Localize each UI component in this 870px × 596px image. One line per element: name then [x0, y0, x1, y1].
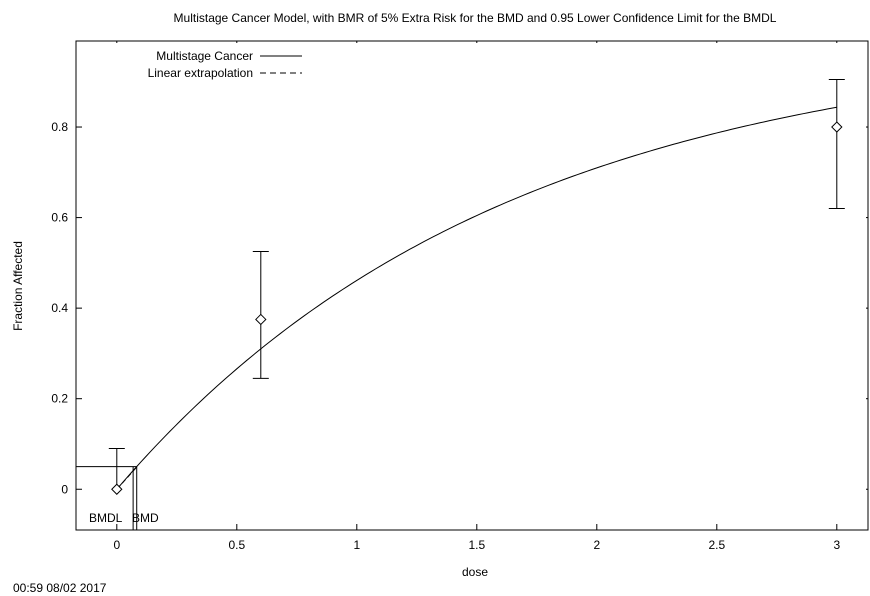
- data-point: [111, 483, 123, 495]
- timestamp: 00:59 08/02 2017: [13, 581, 107, 595]
- bmdl-label: BMDL: [89, 511, 123, 525]
- chart-title: Multistage Cancer Model, with BMR of 5% …: [174, 11, 777, 25]
- bmd-label: BMD: [132, 511, 159, 525]
- x-axis-label: dose: [462, 565, 488, 579]
- plot-frame: [75, 40, 869, 531]
- series-line-multistage-cancer: [116, 106, 837, 490]
- plot-layer: [76, 78, 845, 530]
- x-tick-label: 1: [353, 538, 360, 552]
- legend-label-multistage: Multistage Cancer: [156, 49, 253, 63]
- y-axis-ticks: 0 0.2 0.4 0.6 0.8: [51, 120, 868, 496]
- x-tick-label: 2.5: [708, 538, 725, 552]
- legend: Multistage Cancer Linear extrapolation: [148, 49, 302, 80]
- data-point: [831, 121, 843, 133]
- y-tick-label: 0.2: [51, 392, 68, 406]
- y-tick-label: 0.4: [51, 301, 68, 315]
- x-axis-ticks: 0 0.5 1 1.5 2 2.5 3: [113, 41, 840, 552]
- x-tick-label: 2: [593, 538, 600, 552]
- y-tick-label: 0: [61, 482, 68, 496]
- y-tick-label: 0.6: [51, 211, 68, 225]
- series-line-linear-extrapolation: [116, 466, 138, 490]
- x-tick-label: 3: [833, 538, 840, 552]
- x-tick-label: 0.5: [228, 538, 245, 552]
- x-tick-label: 1.5: [468, 538, 485, 552]
- data-point: [255, 313, 267, 326]
- y-tick-label: 0.8: [51, 120, 68, 134]
- y-axis-label: Fraction Affected: [11, 241, 25, 331]
- x-tick-label: 0: [113, 538, 120, 552]
- legend-label-linear-extrapolation: Linear extrapolation: [148, 66, 253, 80]
